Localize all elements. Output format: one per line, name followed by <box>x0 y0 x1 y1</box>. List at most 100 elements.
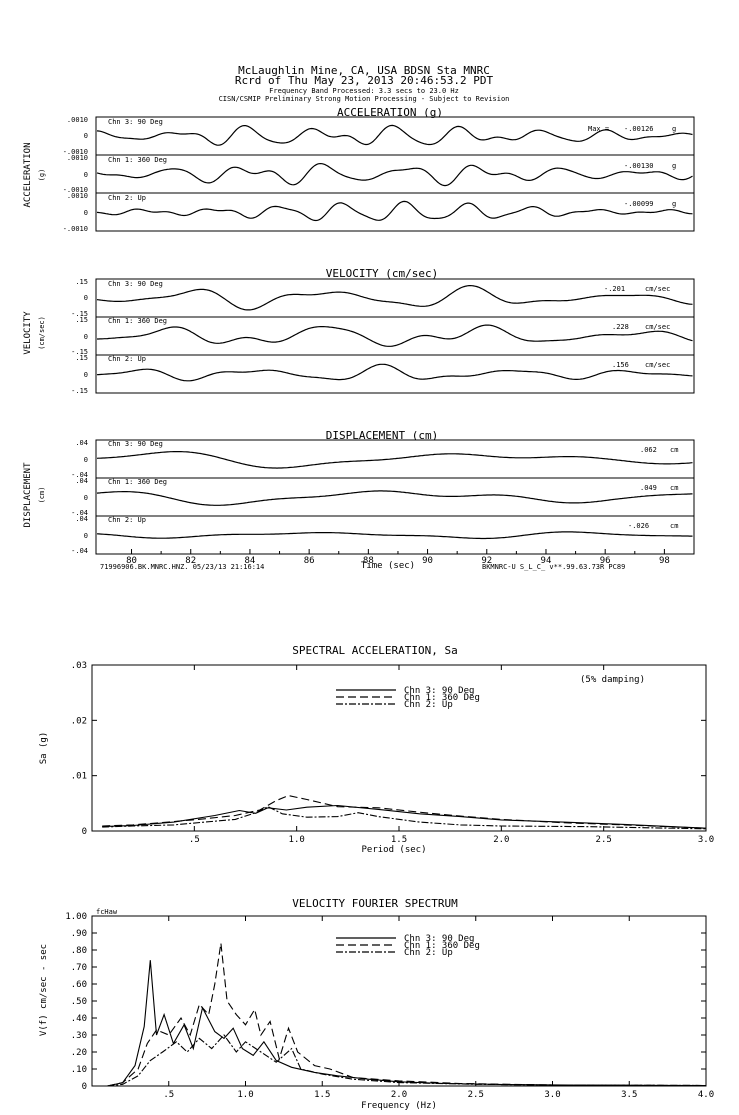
chart-title: VELOCITY FOURIER SPECTRUM <box>292 897 458 910</box>
unit-label: cm/sec <box>645 285 670 293</box>
y-tick-label: .0010 <box>67 192 88 200</box>
time-axis-label: Time (sec) <box>361 561 415 571</box>
legend-entry: Chn 1: 360 Deg <box>404 941 480 951</box>
y-tick-label: .0010 <box>67 116 88 124</box>
y-tick-label: 0 <box>84 333 88 341</box>
velocity-fourier-spectrum-chart: VELOCITY FOURIER SPECTRUM fcHaw V(f) cm/… <box>39 897 714 1111</box>
strip-frame <box>95 477 695 517</box>
series-line-2 <box>102 795 707 829</box>
channel-label: Chn 2: Up <box>108 194 146 202</box>
x-tick-label: 94 <box>541 556 552 566</box>
displacement-trace-chn2 <box>96 531 693 540</box>
x-tick-label: 2.0 <box>493 835 509 845</box>
side-label: ACCELERATION <box>23 142 33 207</box>
strip-frame <box>95 192 695 232</box>
y-tick-label: 0 <box>84 456 88 464</box>
y-tick-label: .0010 <box>67 154 88 162</box>
y-tick-label: 0 <box>82 827 87 837</box>
side-unit: (cm) <box>38 487 46 504</box>
y-tick-label: .02 <box>71 716 87 726</box>
unit-label: cm <box>670 522 678 530</box>
max-value: -.026 <box>628 522 649 530</box>
legend-entry: Chn 1: 360 Deg <box>404 693 480 703</box>
x-tick-label: 3.5 <box>621 1090 637 1100</box>
y-tick-label: 0 <box>84 532 88 540</box>
acceleration-trace-chn1 <box>96 162 693 187</box>
displacement-trace-chn1 <box>96 490 693 506</box>
series-line-3 <box>107 1034 707 1087</box>
y-tick-label: .15 <box>75 354 88 362</box>
x-tick-label: 98 <box>659 556 670 566</box>
y-tick-label: .60 <box>71 980 87 990</box>
y-tick-label: .10 <box>71 1065 87 1075</box>
report-header: McLaughlin Mine, CA, USA BDSN Sta MNRC R… <box>219 64 510 103</box>
x-tick-label: 4.0 <box>698 1090 714 1100</box>
side-label: DISPLACEMENT <box>23 462 33 528</box>
channel-strip: Chn 2: Up -.00099 g .0010 0 -.0010 <box>63 192 695 233</box>
unit-label: cm/sec <box>645 361 670 369</box>
displacement-panel: DISPLACEMENT (cm) DISPLACEMENT (cm) Chn … <box>23 429 695 555</box>
legend-entry: Chn 3: 90 Deg <box>404 934 474 944</box>
y-tick-label: -.15 <box>71 310 88 318</box>
channel-label: Chn 2: Up <box>108 516 146 524</box>
velocity-trace-chn3 <box>96 285 693 311</box>
plot-frame <box>91 664 707 832</box>
record-id-footer: 71996906.BK.MNRC.HNZ. 05/23/13 21:16:14 <box>100 563 264 571</box>
legend-entry: Chn 2: Up <box>404 948 453 958</box>
chart-title: SPECTRAL ACCELERATION, Sa <box>292 644 458 657</box>
y-tick-label: .70 <box>71 963 87 973</box>
y-tick-label: .01 <box>71 772 87 782</box>
y-axis-label: V(f) cm/sec - sec <box>39 944 49 1036</box>
channel-strip: Chn 3: 90 Deg -.201 cm/sec .15 0 -.15 <box>71 278 695 318</box>
y-tick-label: .04 <box>75 515 88 523</box>
x-tick-label: 1.5 <box>314 1090 330 1100</box>
unit-label: cm <box>670 484 678 492</box>
panel-title: ACCELERATION (g) <box>337 106 443 119</box>
max-value: .062 <box>640 446 657 454</box>
legend: Chn 3: 90 Deg Chn 1: 360 Deg Chn 2: Up <box>336 934 480 958</box>
channel-label: Chn 3: 90 Deg <box>108 440 163 448</box>
x-tick-label: 1.0 <box>289 835 305 845</box>
y-tick-label: -.0010 <box>63 186 88 194</box>
x-tick-label: 2.5 <box>468 1090 484 1100</box>
channel-label: Chn 1: 360 Deg <box>108 156 167 164</box>
x-tick-label: 1.5 <box>391 835 407 845</box>
x-tick-label: 88 <box>363 556 374 566</box>
y-tick-label: .15 <box>75 316 88 324</box>
y-tick-label: .90 <box>71 929 87 939</box>
strip-frame <box>95 116 695 156</box>
max-value: -.00126 <box>624 125 654 133</box>
y-tick-label: 0 <box>84 294 88 302</box>
channel-label: Chn 1: 360 Deg <box>108 317 167 325</box>
series-line-3 <box>102 806 707 830</box>
velocity-trace-chn2 <box>96 363 693 382</box>
panel-title: DISPLACEMENT (cm) <box>326 429 439 442</box>
y-tick-label: 1.00 <box>65 912 87 922</box>
y-tick-label: -.04 <box>71 547 88 555</box>
y-tick-label: .40 <box>71 1014 87 1024</box>
channel-strip: Chn 1: 360 Deg -.00130 g .0010 0 -.0010 <box>63 154 695 194</box>
y-tick-label: 0 <box>82 1082 87 1092</box>
x-tick-label: 86 <box>304 556 315 566</box>
plot-frame <box>91 915 707 1087</box>
y-axis-label: Sa (g) <box>39 732 49 765</box>
channel-label: Chn 1: 360 Deg <box>108 478 167 486</box>
y-tick-label: 0 <box>84 494 88 502</box>
unit-label: g <box>672 162 676 170</box>
strip-frame <box>95 316 695 356</box>
channel-strip: Chn 3: 90 Deg .062 cm .04 0 -.04 <box>71 439 695 479</box>
legend-entry: Chn 2: Up <box>404 700 453 710</box>
x-tick-label: 3.0 <box>698 835 714 845</box>
max-value: .049 <box>640 484 657 492</box>
y-tick-label: .15 <box>75 278 88 286</box>
y-tick-label: 0 <box>84 209 88 217</box>
legend: Chn 3: 90 Deg Chn 1: 360 Deg Chn 2: Up <box>336 686 480 710</box>
y-tick-label: .80 <box>71 946 87 956</box>
strip-frame <box>95 515 695 555</box>
unit-label: g <box>672 200 676 208</box>
channel-strip: Chn 3: 90 Deg Max = -.00126 g .0010 0 -.… <box>63 116 695 156</box>
series-line-2 <box>107 943 707 1087</box>
time-axis: Time (sec) 71996906.BK.MNRC.HNZ. 05/23/1… <box>100 549 695 571</box>
y-tick-label: -.15 <box>71 387 88 395</box>
acceleration-trace-chn2 <box>96 200 693 222</box>
